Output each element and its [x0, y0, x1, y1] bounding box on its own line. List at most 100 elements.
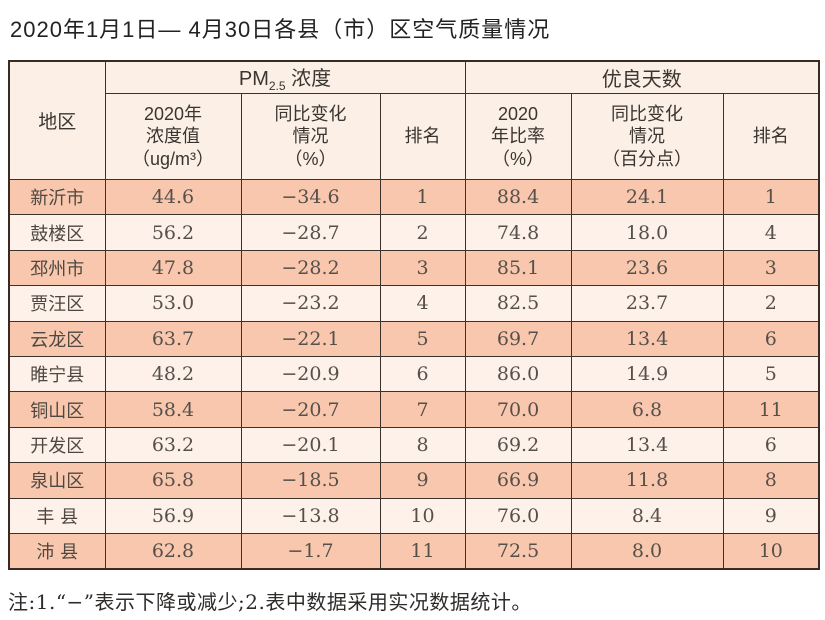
pm-change-cell: −13.8 [240, 497, 381, 534]
table-row: 新沂市 44.6 −34.6 1 88.4 24.1 1 [8, 178, 820, 216]
pm-change-cell: −28.2 [240, 249, 381, 287]
air-quality-table: 地区 PM2.5 浓度 优良天数 2020年 浓度值 （ug/m³） 同比变化 … [8, 60, 821, 570]
pm-value-cell: 53.0 [104, 285, 242, 322]
pm-change-cell: −20.7 [240, 391, 381, 428]
pm-rank-cell: 7 [379, 391, 466, 428]
good-rate-cell: 74.8 [464, 214, 572, 251]
pm-value-cell: 56.2 [104, 214, 242, 251]
good-change-cell: 18.0 [570, 214, 724, 251]
region-cell: 开发区 [8, 426, 106, 464]
pm-value-cell: 63.7 [104, 320, 242, 357]
pm-rank-cell: 1 [379, 178, 466, 216]
pm-rank-cell: 10 [379, 497, 466, 534]
pm-change-cell: −20.1 [240, 426, 381, 464]
footnote: 注:1.“−”表示下降或减少;2.表中数据采用实况数据统计。 [8, 590, 532, 614]
good-change-cell: 24.1 [570, 178, 724, 216]
good-change-cell: 13.4 [570, 426, 724, 464]
table-row: 泉山区 65.8 −18.5 9 66.9 11.8 8 [8, 462, 820, 499]
table-row: 鼓楼区 56.2 −28.7 2 74.8 18.0 4 [8, 214, 820, 251]
column-header-region: 地区 [8, 60, 106, 180]
column-group-pm25: PM2.5 浓度 [104, 60, 466, 94]
column-header-good-rank: 排名 [722, 93, 820, 180]
good-rate-cell: 85.1 [464, 249, 572, 287]
pm-value-cell: 58.4 [104, 391, 242, 428]
column-group-good-days: 优良天数 [464, 60, 820, 94]
good-change-cell: 11.8 [570, 462, 724, 499]
region-cell: 泉山区 [8, 462, 106, 499]
header-group-row: 地区 PM2.5 浓度 优良天数 [8, 60, 820, 180]
good-rank-cell: 9 [722, 497, 820, 534]
region-cell: 贾汪区 [8, 285, 106, 322]
good-change-cell: 8.4 [570, 497, 724, 534]
good-rank-cell: 3 [722, 249, 820, 287]
region-cell: 邳州市 [8, 249, 106, 287]
pm-value-cell: 44.6 [104, 178, 242, 216]
good-rank-cell: 10 [722, 532, 820, 570]
pm-change-cell: −23.2 [240, 285, 381, 322]
pm-value-cell: 65.8 [104, 462, 242, 499]
column-header-good-change: 同比变化 情况 （百分点） [570, 93, 724, 180]
pm-rank-cell: 6 [379, 355, 466, 393]
good-rate-cell: 82.5 [464, 285, 572, 322]
region-cell: 鼓楼区 [8, 214, 106, 251]
pm-value-cell: 56.9 [104, 497, 242, 534]
good-change-cell: 6.8 [570, 391, 724, 428]
pm-change-cell: −18.5 [240, 462, 381, 499]
good-rank-cell: 6 [722, 320, 820, 357]
table-row: 丰 县 56.9 −13.8 10 76.0 8.4 9 [8, 497, 820, 534]
good-rank-cell: 5 [722, 355, 820, 393]
table-row: 开发区 63.2 −20.1 8 69.2 13.4 6 [8, 426, 820, 464]
good-rate-cell: 70.0 [464, 391, 572, 428]
good-rank-cell: 2 [722, 285, 820, 322]
pm-value-cell: 62.8 [104, 532, 242, 570]
column-header-pm-value: 2020年 浓度值 （ug/m³） [104, 93, 242, 180]
region-cell: 睢宁县 [8, 355, 106, 393]
good-change-cell: 23.7 [570, 285, 724, 322]
pm-rank-cell: 4 [379, 285, 466, 322]
pm-value-cell: 63.2 [104, 426, 242, 464]
region-cell: 云龙区 [8, 320, 106, 357]
pm-change-cell: −34.6 [240, 178, 381, 216]
good-rank-cell: 1 [722, 178, 820, 216]
pm-change-cell: −22.1 [240, 320, 381, 357]
good-rate-cell: 66.9 [464, 462, 572, 499]
good-change-cell: 13.4 [570, 320, 724, 357]
pm25-label: PM2.5 浓度 [238, 68, 332, 93]
pm-rank-cell: 5 [379, 320, 466, 357]
good-rank-cell: 4 [722, 214, 820, 251]
region-cell: 丰 县 [8, 497, 106, 534]
page-title: 2020年1月1日— 4月30日各县（市）区空气质量情况 [10, 17, 551, 42]
table-row: 沛 县 62.8 −1.7 11 72.5 8.0 10 [8, 532, 820, 570]
pm-value-cell: 48.2 [104, 355, 242, 393]
good-rate-cell: 69.2 [464, 426, 572, 464]
good-rank-cell: 6 [722, 426, 820, 464]
column-header-good-rate: 2020 年比率 （%） [464, 93, 572, 180]
good-rate-cell: 69.7 [464, 320, 572, 357]
column-header-pm-rank: 排名 [379, 93, 466, 180]
pm-value-cell: 47.8 [104, 249, 242, 287]
good-rank-cell: 11 [722, 391, 820, 428]
good-rate-cell: 72.5 [464, 532, 572, 570]
good-rank-cell: 8 [722, 462, 820, 499]
table-row: 云龙区 63.7 −22.1 5 69.7 13.4 6 [8, 320, 820, 357]
table-row: 贾汪区 53.0 −23.2 4 82.5 23.7 2 [8, 285, 820, 322]
pm-rank-cell: 2 [379, 214, 466, 251]
region-cell: 铜山区 [8, 391, 106, 428]
good-change-cell: 8.0 [570, 532, 724, 570]
pm-change-cell: −1.7 [240, 532, 381, 570]
table-row: 睢宁县 48.2 −20.9 6 86.0 14.9 5 [8, 355, 820, 393]
pm-rank-cell: 11 [379, 532, 466, 570]
pm25-subscript: 2.5 [268, 79, 286, 93]
pm-rank-cell: 8 [379, 426, 466, 464]
header-sub-row: 2020年 浓度值 （ug/m³） 同比变化 情况 （%） 排名 2020 年比… [9, 93, 820, 180]
good-change-cell: 23.6 [570, 249, 724, 287]
pm-rank-cell: 3 [379, 249, 466, 287]
pm-rank-cell: 9 [379, 462, 466, 499]
table-row: 铜山区 58.4 −20.7 7 70.0 6.8 11 [8, 391, 820, 428]
table-row: 邳州市 47.8 −28.2 3 85.1 23.6 3 [8, 249, 820, 287]
pm-change-cell: −20.9 [240, 355, 381, 393]
good-change-cell: 14.9 [570, 355, 724, 393]
good-rate-cell: 88.4 [464, 178, 572, 216]
region-cell: 新沂市 [8, 178, 106, 216]
